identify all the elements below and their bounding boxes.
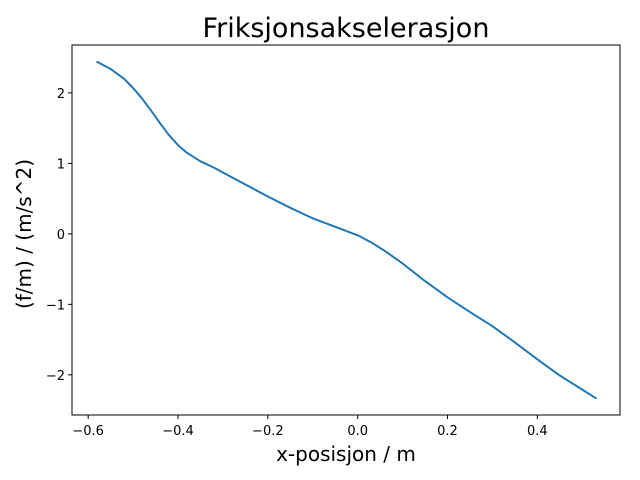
chart-title: Friksjonsakselerasjon (203, 13, 490, 44)
plot-frame (71, 44, 621, 416)
y-tick-label: −1 (46, 298, 65, 313)
x-tick-label: −0.2 (252, 424, 284, 439)
y-axis-label: (f/m) / (m/s^2) (12, 159, 36, 309)
series-line-0 (96, 60, 597, 400)
plot-area: −0.6 −0.4 −0.2 0.0 0.2 0.4 −2 −1 0 1 2 (46, 44, 621, 439)
y-tick-label: 0 (57, 228, 65, 243)
x-tick-label: −0.4 (162, 424, 194, 439)
x-tick-label: 0.4 (527, 424, 548, 439)
y-tick-label: 2 (57, 87, 65, 102)
x-tick-label: 0.2 (437, 424, 458, 439)
x-axis-label: x-posisjon / m (276, 442, 416, 466)
x-tick-label: −0.6 (72, 424, 104, 439)
y-tick-label: 1 (57, 157, 65, 172)
x-tick-label: 0.0 (347, 424, 368, 439)
y-tick-label: −2 (46, 369, 65, 384)
